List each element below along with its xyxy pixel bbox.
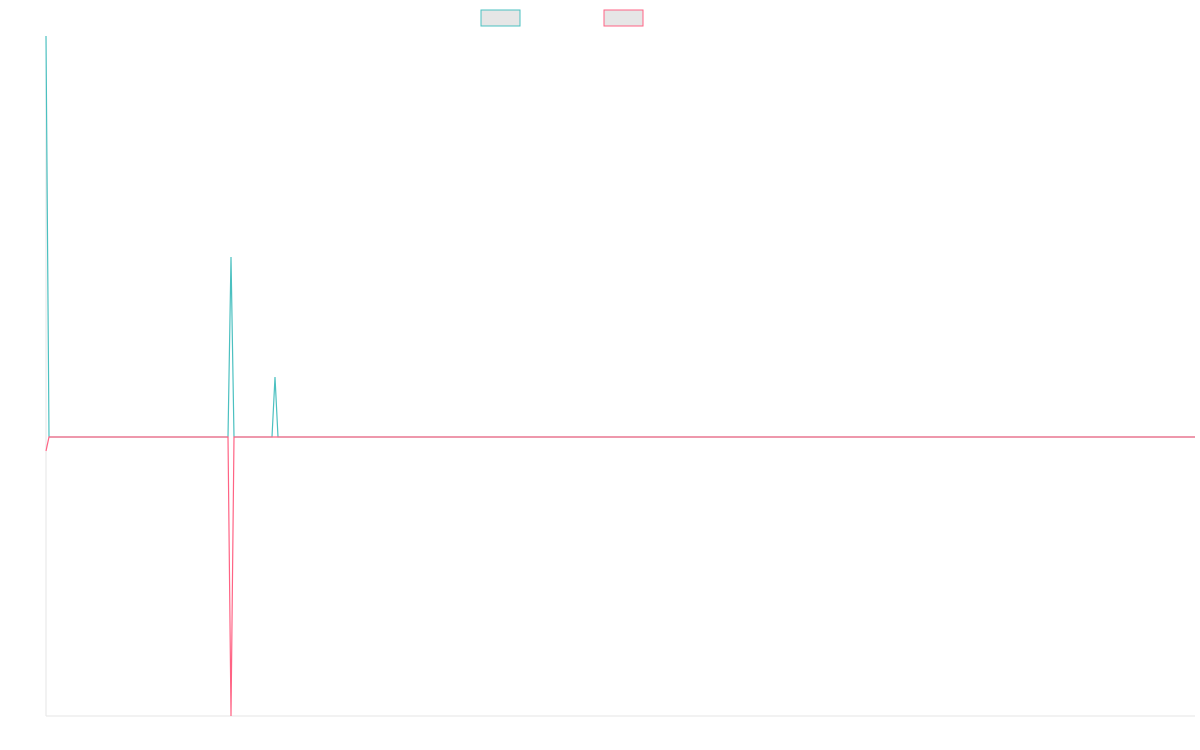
series-line bbox=[45, 35, 1195, 438]
legend-swatch bbox=[603, 9, 644, 27]
legend bbox=[480, 9, 644, 27]
legend-swatch bbox=[480, 9, 521, 27]
series-line bbox=[45, 436, 1195, 717]
